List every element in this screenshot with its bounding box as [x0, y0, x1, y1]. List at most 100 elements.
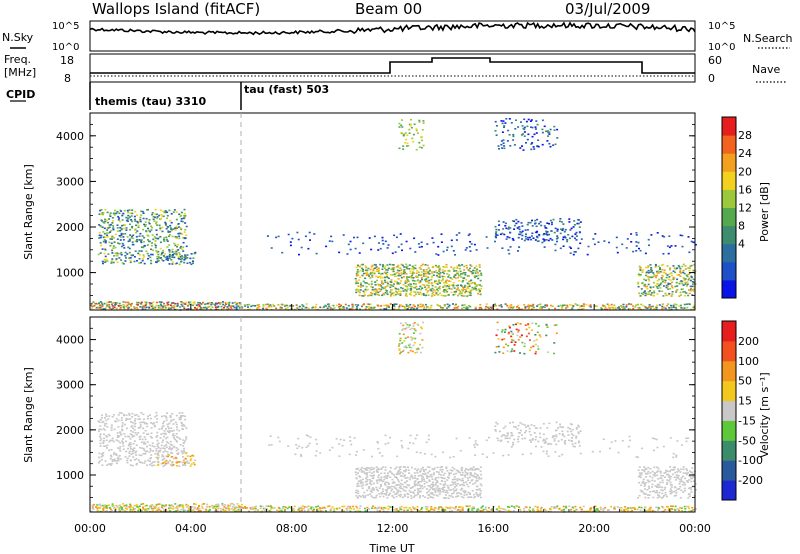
- data-point: [416, 508, 419, 511]
- data-point: [91, 305, 94, 308]
- data-point: [479, 290, 481, 292]
- data-point: [357, 285, 360, 287]
- data-point: [641, 447, 644, 450]
- data-point: [371, 468, 374, 471]
- data-point: [461, 467, 464, 469]
- data-point: [122, 509, 125, 511]
- data-point: [410, 346, 413, 349]
- data-point: [446, 303, 449, 306]
- data-point: [340, 304, 342, 307]
- data-point: [433, 467, 436, 470]
- data-point: [251, 506, 254, 509]
- data-point: [397, 469, 400, 472]
- data-point: [397, 290, 400, 292]
- data-point: [417, 482, 420, 485]
- data-point: [518, 233, 520, 236]
- data-point: [104, 260, 107, 262]
- data-point: [142, 432, 145, 434]
- data-point: [396, 266, 399, 268]
- data-point: [399, 274, 402, 277]
- data-point: [270, 247, 273, 249]
- data-point: [542, 439, 545, 442]
- data-point: [134, 218, 136, 221]
- data-point: [125, 305, 128, 308]
- data-point: [637, 282, 640, 285]
- data-point: [507, 344, 510, 347]
- data-point: [119, 239, 122, 241]
- data-point: [387, 474, 390, 477]
- data-point: [377, 489, 380, 492]
- data-point: [381, 281, 384, 284]
- data-point: [648, 306, 651, 308]
- data-point: [349, 440, 352, 442]
- data-point: [426, 291, 429, 294]
- data-point: [555, 429, 558, 431]
- data-point: [152, 301, 155, 304]
- data-point: [564, 443, 567, 445]
- data-point: [170, 306, 173, 309]
- data-point: [416, 478, 419, 480]
- data-point: [178, 412, 181, 414]
- data-point: [688, 269, 691, 272]
- data-point: [408, 507, 411, 509]
- data-point: [396, 472, 399, 474]
- data-point: [355, 291, 358, 294]
- data-point: [163, 445, 166, 447]
- data-point: [653, 295, 655, 297]
- data-point: [100, 213, 103, 216]
- data-point: [131, 226, 134, 229]
- data-point: [329, 307, 332, 309]
- data-point: [128, 247, 131, 250]
- data-point: [138, 454, 141, 456]
- data-point: [475, 492, 478, 494]
- data-point: [440, 306, 442, 309]
- data-point: [100, 244, 103, 247]
- data-point: [515, 505, 518, 507]
- data-point: [445, 288, 448, 291]
- data-point: [555, 435, 558, 438]
- data-point: [164, 432, 167, 435]
- data-point: [401, 487, 404, 490]
- data-point: [406, 492, 409, 495]
- data-point: [559, 228, 562, 230]
- data-point: [627, 308, 630, 310]
- data-point: [571, 306, 574, 309]
- data-point: [371, 505, 374, 507]
- data-point: [430, 506, 433, 508]
- data-point: [408, 283, 411, 285]
- data-point: [371, 507, 373, 509]
- data-point: [400, 243, 403, 246]
- data-point: [659, 283, 662, 286]
- data-point: [126, 253, 129, 255]
- data-point: [355, 275, 358, 277]
- data-point: [362, 484, 365, 486]
- data-point: [202, 301, 204, 304]
- data-point: [102, 440, 105, 442]
- data-point: [480, 285, 483, 288]
- data-point: [137, 459, 140, 461]
- data-point: [402, 290, 405, 292]
- data-point: [413, 294, 416, 297]
- freq-unit: [MHz]: [4, 66, 36, 79]
- data-point: [180, 450, 183, 452]
- data-point: [509, 231, 512, 234]
- data-point: [446, 479, 449, 481]
- data-point: [478, 266, 481, 268]
- data-point: [148, 221, 150, 224]
- data-point: [128, 238, 131, 241]
- data-point: [373, 471, 375, 473]
- freq-strip: Freq. [MHz] 18 8 60 0 Nave: [4, 53, 786, 85]
- data-point: [683, 489, 686, 492]
- data-point: [415, 348, 418, 351]
- data-point: [455, 437, 458, 440]
- data-point: [120, 417, 123, 419]
- data-point: [537, 304, 540, 306]
- data-point: [364, 507, 366, 510]
- data-point: [413, 489, 416, 492]
- data-point: [97, 420, 100, 422]
- data-point: [508, 331, 510, 334]
- data-point: [158, 224, 161, 227]
- data-point: [404, 322, 407, 324]
- data-point: [503, 125, 506, 127]
- data-point: [385, 494, 388, 496]
